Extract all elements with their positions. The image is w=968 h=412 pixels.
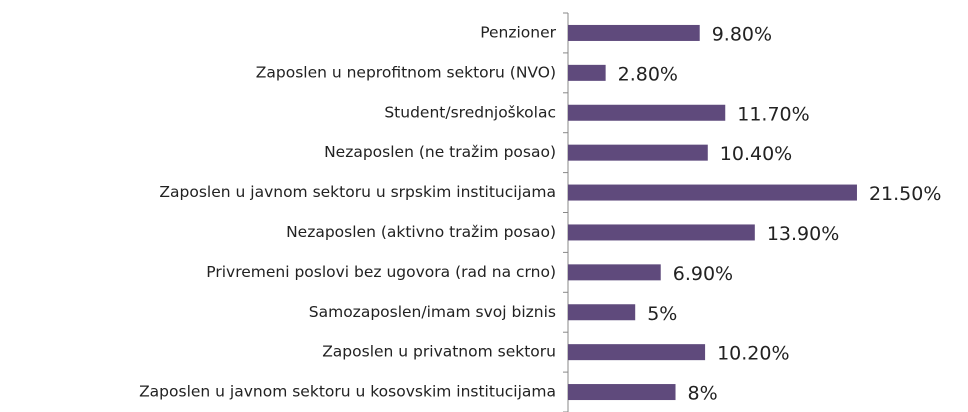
- value-label: 8%: [688, 383, 718, 405]
- bar: [568, 24, 700, 41]
- category-label: Zaposlen u privatnom sektoru: [322, 343, 556, 361]
- bar: [568, 104, 726, 121]
- bar: [568, 224, 755, 241]
- value-label: 21.50%: [869, 183, 941, 205]
- value-label: 2.80%: [618, 63, 678, 85]
- value-label: 10.20%: [717, 343, 789, 365]
- value-label: 11.70%: [737, 103, 809, 125]
- category-label: Student/srednjoškolac: [384, 103, 556, 121]
- category-label: Nezaposlen (aktivno tražim posao): [286, 223, 556, 241]
- bar: [568, 304, 636, 321]
- value-label: 13.90%: [767, 223, 839, 245]
- value-label: 6.90%: [673, 263, 733, 285]
- bar: [568, 344, 706, 361]
- category-label: Samozaposlen/imam svoj biznis: [309, 303, 556, 321]
- bar: [568, 184, 857, 201]
- category-label: Nezaposlen (ne tražim posao): [324, 143, 556, 161]
- category-label: Zaposlen u javnom sektoru u kosovskim in…: [139, 383, 556, 401]
- bar: [568, 264, 661, 281]
- bar: [568, 384, 676, 401]
- category-label: Privremeni poslovi bez ugovora (rad na c…: [206, 263, 556, 281]
- bar: [568, 64, 606, 81]
- value-label: 10.40%: [720, 143, 792, 165]
- bar: [568, 144, 708, 161]
- category-label: Penzioner: [480, 23, 556, 41]
- category-label: Zaposlen u neprofitnom sektoru (NVO): [256, 63, 556, 81]
- value-label: 9.80%: [712, 23, 772, 45]
- value-label: 5%: [647, 303, 677, 325]
- category-label: Zaposlen u javnom sektoru u srpskim inst…: [159, 183, 556, 201]
